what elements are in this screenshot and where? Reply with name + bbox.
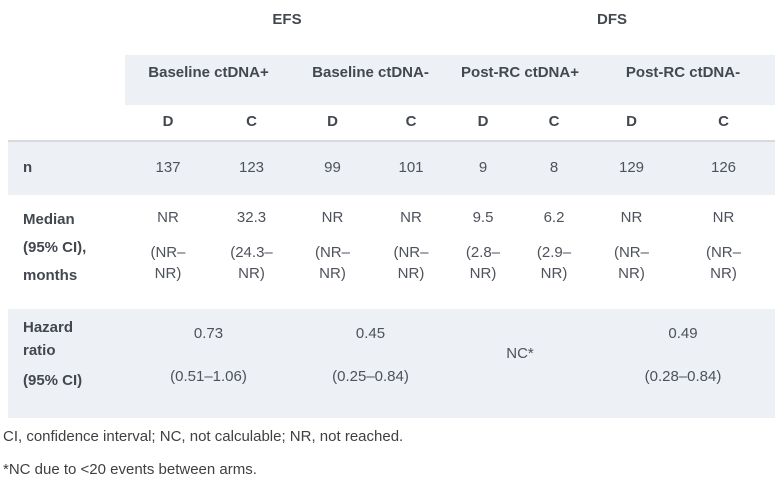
n-value: 123 <box>211 142 292 195</box>
arm-header: D <box>591 105 672 142</box>
arm-header: D <box>292 105 373 142</box>
median-cell: NR (NR– NR) <box>292 195 373 309</box>
median-cell: NR (NR– NR) <box>672 195 775 309</box>
hazard-value: 0.73 <box>193 325 224 342</box>
n-value: 9 <box>449 142 517 195</box>
arm-header: C <box>373 105 449 142</box>
median-ci: (NR– NR) <box>705 244 741 282</box>
median-ci: (NR– NR) <box>613 244 649 282</box>
arm-header: D <box>125 105 211 142</box>
outcomes-table: EFS DFS Baseline ctDNA+ Baseline ctDNA- … <box>8 0 775 418</box>
hazard-cell-efs-ctdna-neg: 0.45 (0.25–0.84) <box>292 309 449 418</box>
footnotes: CI, confidence interval; NC, not calcula… <box>3 428 784 479</box>
median-cell: 9.5 (2.8– NR) <box>449 195 517 309</box>
subgroup-header-postrc-ctdna-neg: Post-RC ctDNA- <box>591 55 775 105</box>
hazard-ci: (0.25–0.84) <box>332 368 409 385</box>
row3-spacer <box>8 105 125 142</box>
hazard-value: 0.45 <box>355 325 386 342</box>
n-value: 101 <box>373 142 449 195</box>
hazard-cell-dfs-ctdna-pos: NC* <box>449 309 591 418</box>
median-value: 6.2 <box>543 209 565 226</box>
median-ci: (2.8– NR) <box>465 244 501 282</box>
dfs-group-header: DFS <box>597 11 627 28</box>
median-value: NR <box>321 209 344 226</box>
median-value: 9.5 <box>472 209 494 226</box>
hazard-ci: (0.51–1.06) <box>170 368 247 385</box>
efs-group-header: EFS <box>272 11 302 28</box>
hazard-row-label: Hazard ratio (95% CI) <box>8 309 125 418</box>
median-ci: (24.3– NR) <box>230 244 273 282</box>
median-ci: (2.9– NR) <box>536 244 572 282</box>
median-ci: (NR– NR) <box>314 244 350 282</box>
n-value: 8 <box>517 142 591 195</box>
subgroup-header-postrc-ctdna-pos: Post-RC ctDNA+ <box>449 55 591 105</box>
subgroup-header-baseline-ctdna-pos: Baseline ctDNA+ <box>125 55 292 105</box>
hazard-cell-dfs-ctdna-neg: 0.49 (0.28–0.84) <box>591 309 775 418</box>
median-cell: NR (NR– NR) <box>125 195 211 309</box>
hazard-label-main: Hazard ratio <box>23 319 74 359</box>
n-value: 137 <box>125 142 211 195</box>
median-cell: 32.3 (24.3– NR) <box>211 195 292 309</box>
median-value: NR <box>400 209 422 226</box>
median-ci: (NR– NR) <box>150 244 186 282</box>
hazard-cell-efs-ctdna-pos: 0.73 (0.51–1.06) <box>125 309 292 418</box>
n-value: 99 <box>292 142 373 195</box>
abbreviations-footnote: CI, confidence interval; NC, not calcula… <box>3 428 404 445</box>
n-row-label: n <box>8 142 125 195</box>
median-row-label: Median (95% CI), months <box>23 211 87 284</box>
row1-spacer <box>8 0 125 55</box>
median-value: 32.3 <box>236 209 267 226</box>
arm-header: D <box>449 105 517 142</box>
hazard-value: 0.49 <box>668 325 698 342</box>
median-cell: 6.2 (2.9– NR) <box>517 195 591 309</box>
median-ci: (NR– NR) <box>393 244 429 282</box>
hazard-label-sub: (95% CI) <box>23 372 83 389</box>
arm-header: C <box>517 105 591 142</box>
hazard-ci: (0.28–0.84) <box>644 368 722 385</box>
arm-header: C <box>211 105 292 142</box>
arm-header: C <box>672 105 775 142</box>
n-value: 126 <box>672 142 775 195</box>
subgroup-header-baseline-ctdna-neg: Baseline ctDNA- <box>292 55 449 105</box>
n-value: 129 <box>591 142 672 195</box>
nc-footnote: *NC due to <20 events between arms. <box>3 461 257 478</box>
median-value: NR <box>620 209 643 226</box>
median-cell: NR (NR– NR) <box>373 195 449 309</box>
hazard-value: NC* <box>506 345 534 362</box>
median-value: NR <box>157 209 179 226</box>
row2-spacer <box>8 55 125 105</box>
median-value: NR <box>712 209 735 226</box>
median-cell: NR (NR– NR) <box>591 195 672 309</box>
